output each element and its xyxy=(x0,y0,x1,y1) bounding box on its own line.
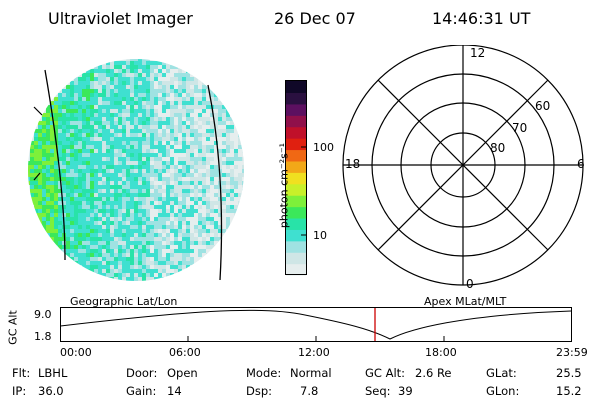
gain-label: Gain: xyxy=(126,384,157,398)
colorbar-segment xyxy=(286,252,306,265)
plot-title-right: Apex MLat/MLT xyxy=(424,295,507,308)
seq-value: 39 xyxy=(398,384,413,398)
colorbar-segment xyxy=(286,115,306,128)
image-date: 26 Dec 07 xyxy=(274,9,356,28)
colorbar-segment xyxy=(286,217,306,230)
polar-diagonal-2 xyxy=(377,79,549,251)
plot-y-label: GC Alt xyxy=(6,310,20,345)
x-tick-label: 12:00 xyxy=(298,346,330,359)
tick-mark xyxy=(33,106,43,116)
altitude-curve xyxy=(60,309,572,340)
colorbar-unit-label: photon cm⁻²s⁻¹ xyxy=(277,142,291,229)
mode-value: Normal xyxy=(290,366,332,380)
colorbar-segment xyxy=(286,92,306,105)
mlt-label-6: 6 xyxy=(577,157,585,171)
glat-value: 25.5 xyxy=(556,366,582,380)
colorbar-segment xyxy=(286,229,306,242)
uv-image-panel xyxy=(28,59,244,281)
x-tick-label: 00:00 xyxy=(60,346,92,359)
dsp-value: 7.8 xyxy=(300,384,319,398)
instrument-title: Ultraviolet Imager xyxy=(48,9,193,28)
colorbar-segment xyxy=(286,160,306,173)
seq-label: Seq: xyxy=(365,384,391,398)
image-time: 14:46:31 UT xyxy=(432,9,531,28)
x-tick-label: 23:59 xyxy=(556,346,588,359)
colorbar-segment xyxy=(286,263,306,276)
colorbar-segment xyxy=(286,81,306,94)
ip-label: IP: xyxy=(12,384,27,398)
colorbar-segment xyxy=(286,149,306,162)
mlt-label-0: 0 xyxy=(466,277,474,291)
mode-label: Mode: xyxy=(246,366,282,380)
ip-value: 36.0 xyxy=(38,384,64,398)
plot-y-tick-top: 9.0 xyxy=(34,308,52,321)
polar-grid xyxy=(342,45,584,286)
colorbar-segment xyxy=(286,103,306,116)
colorbar-segment xyxy=(286,206,306,219)
uv-image-disc xyxy=(28,59,244,281)
door-label: Door: xyxy=(126,366,158,380)
colorbar-segment xyxy=(286,183,306,196)
flt-label: Flt: xyxy=(12,366,31,380)
x-tick-label: 06:00 xyxy=(169,346,201,359)
colorbar-segment xyxy=(286,172,306,185)
glat-label: GLat: xyxy=(486,366,517,380)
colorbar-tick-label-10: 10 xyxy=(313,229,327,242)
gcalt-value: 2.6 Re xyxy=(415,366,452,380)
mlat-label-60: 60 xyxy=(535,99,551,113)
longitude-line-left xyxy=(44,69,66,261)
colorbar xyxy=(285,80,307,276)
dsp-label: Dsp: xyxy=(246,384,273,398)
gcalt-label: GC Alt: xyxy=(365,366,406,380)
door-value: Open xyxy=(167,366,198,380)
colorbar-segment xyxy=(286,126,306,139)
flt-value: LBHL xyxy=(38,366,68,380)
colorbar-tick-label-100: 100 xyxy=(313,141,334,154)
colorbar-segment xyxy=(286,195,306,208)
mlat-label-70: 70 xyxy=(512,121,528,135)
longitude-line-right xyxy=(207,84,223,281)
glon-label: GLon: xyxy=(486,384,520,398)
gain-value: 14 xyxy=(167,384,182,398)
mlat-label-80: 80 xyxy=(490,141,506,155)
altitude-plot xyxy=(60,307,572,342)
mlt-label-12: 12 xyxy=(470,46,486,60)
colorbar-segment xyxy=(286,240,306,253)
plot-title-left: Geographic Lat/Lon xyxy=(70,295,178,308)
tick-mark xyxy=(33,172,41,181)
plot-y-tick-bottom: 1.8 xyxy=(34,330,52,343)
mlt-label-18: 18 xyxy=(345,157,361,171)
x-tick-label: 18:00 xyxy=(425,346,457,359)
glon-value: 15.2 xyxy=(556,384,582,398)
